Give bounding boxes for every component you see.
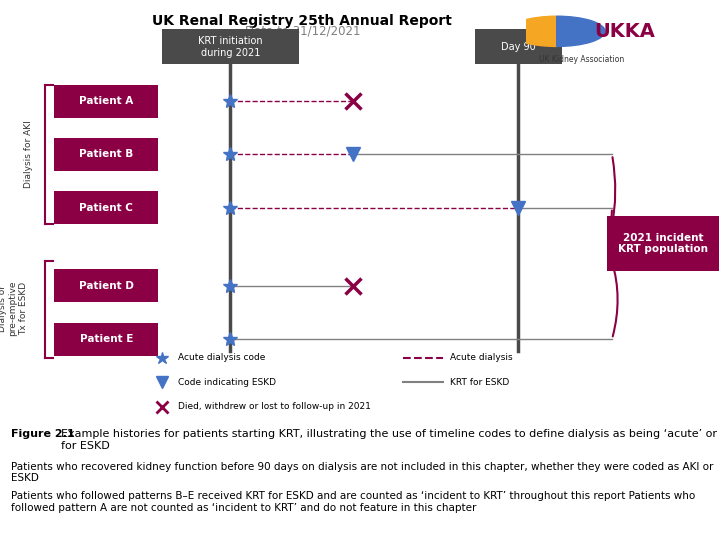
FancyBboxPatch shape xyxy=(54,323,158,355)
Text: UK Kidney Association: UK Kidney Association xyxy=(539,55,625,64)
Text: Died, withdrew or lost to follow-up in 2021: Died, withdrew or lost to follow-up in 2… xyxy=(178,402,371,411)
Text: Acute dialysis: Acute dialysis xyxy=(450,353,513,362)
Text: Figure 2.1: Figure 2.1 xyxy=(11,429,74,440)
FancyBboxPatch shape xyxy=(54,138,158,171)
Text: Patients who recovered kidney function before 90 days on dialysis are not includ: Patients who recovered kidney function b… xyxy=(11,462,714,483)
FancyBboxPatch shape xyxy=(162,29,299,64)
FancyBboxPatch shape xyxy=(475,29,562,64)
FancyBboxPatch shape xyxy=(54,191,158,224)
Text: UK Renal Registry 25th Annual Report: UK Renal Registry 25th Annual Report xyxy=(153,14,452,28)
Text: 2021 incident
KRT population: 2021 incident KRT population xyxy=(618,233,708,254)
Text: Patient E: Patient E xyxy=(79,334,133,344)
Text: KRT initiation
during 2021: KRT initiation during 2021 xyxy=(198,36,263,58)
Wedge shape xyxy=(508,16,557,46)
Text: UKKA: UKKA xyxy=(595,22,656,41)
Text: Patient D: Patient D xyxy=(78,281,134,291)
Text: Dialysis for AKI: Dialysis for AKI xyxy=(24,120,33,188)
FancyBboxPatch shape xyxy=(54,85,158,118)
Text: Data to 31/12/2021: Data to 31/12/2021 xyxy=(245,25,360,38)
Text: Day 90: Day 90 xyxy=(501,42,536,52)
Text: Acute dialysis code: Acute dialysis code xyxy=(178,353,265,362)
Text: KRT for ESKD: KRT for ESKD xyxy=(450,377,509,387)
Text: Patient B: Patient B xyxy=(79,150,133,159)
FancyBboxPatch shape xyxy=(607,216,719,272)
Text: Code indicating ESKD: Code indicating ESKD xyxy=(178,377,276,387)
Text: Patients who followed patterns B–E received KRT for ESKD and are counted as ‘inc: Patients who followed patterns B–E recei… xyxy=(11,491,695,513)
Text: Patient C: Patient C xyxy=(79,203,133,213)
FancyBboxPatch shape xyxy=(54,269,158,302)
Text: Dialysis or
pre-emptive
Tx for ESKD: Dialysis or pre-emptive Tx for ESKD xyxy=(0,281,28,336)
Text: Example histories for patients starting KRT, illustrating the use of timeline co: Example histories for patients starting … xyxy=(61,429,717,451)
Text: Patient A: Patient A xyxy=(79,96,133,106)
Wedge shape xyxy=(557,16,605,46)
